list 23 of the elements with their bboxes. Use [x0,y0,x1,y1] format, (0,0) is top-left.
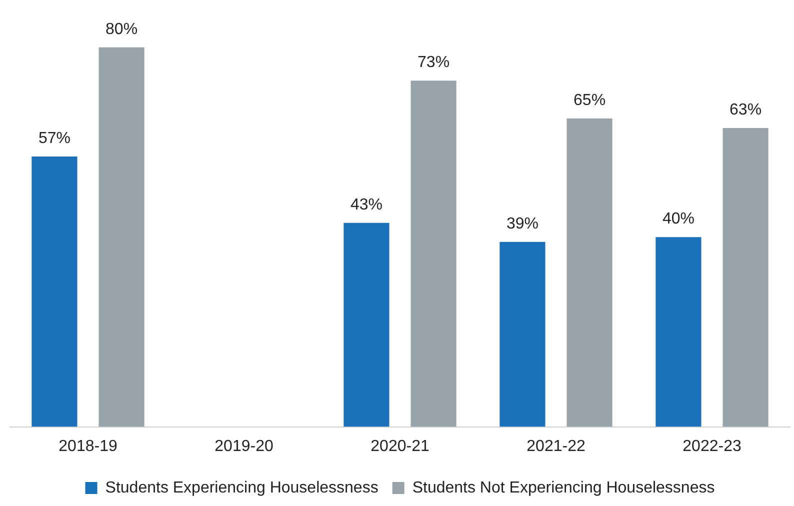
bar [656,237,702,427]
data-label: 40% [662,210,694,228]
data-label: 73% [418,54,450,72]
bar [566,118,612,427]
bar [500,242,546,427]
bar [722,128,768,427]
bar [32,156,78,427]
bar [98,47,144,427]
data-label: 63% [730,101,762,118]
bar [344,222,390,427]
legend-label: Students Not Experiencing Houselessness [412,479,715,496]
data-label: 65% [574,92,606,109]
x-tick-label: 2018-19 [58,438,118,455]
legend-label: Students Experiencing Houselessness [105,479,378,496]
x-tick-label: 2020-21 [370,438,430,455]
data-label: 80% [106,20,138,38]
data-label: 57% [38,130,70,147]
data-label: 43% [350,196,382,214]
x-tick-label: 2021-22 [526,438,586,455]
x-tick-label: 2019-20 [214,438,274,455]
x-tick-label: 2022-23 [682,438,742,455]
data-label: 39% [506,215,538,232]
bar [410,80,456,427]
